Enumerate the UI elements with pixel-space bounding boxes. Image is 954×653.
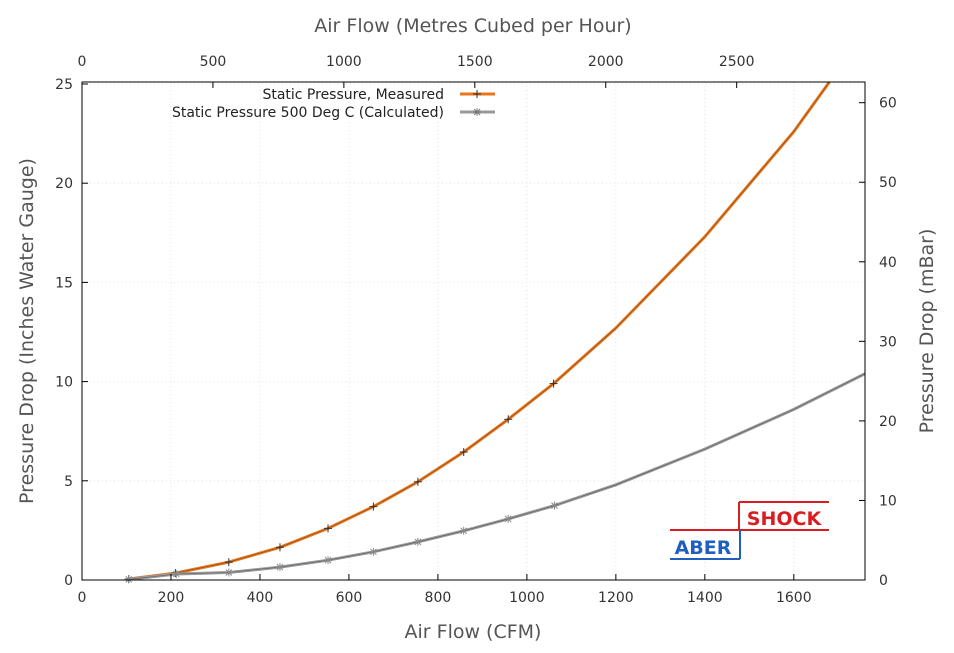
data-point [172, 570, 181, 579]
data-point [369, 502, 378, 511]
y2-tick-label: 10 [879, 493, 897, 509]
point-marker-d2 [125, 576, 133, 583]
x2-tick-label: 2000 [588, 54, 624, 70]
y-tick-label: 15 [55, 275, 73, 291]
x-tick-label: 1200 [598, 590, 634, 606]
point-marker-d2 [225, 569, 233, 576]
data-point [224, 568, 233, 577]
data-point [275, 563, 284, 572]
ticks-layer: 0 200 400 600 800 1000 1200 1400 160005101520250… [55, 54, 897, 606]
x2-tick-label: 0 [78, 54, 87, 70]
x-tick-label: 1400 [687, 590, 723, 606]
x-tick-label: 1000 [509, 590, 545, 606]
y2-tick-label: 50 [879, 175, 897, 191]
x-axis-title: Air Flow (CFM) [405, 621, 542, 643]
legend-label-measured: Static Pressure, Measured [262, 87, 444, 103]
y-tick-label: 0 [64, 573, 73, 589]
y2-tick-label: 0 [879, 573, 888, 589]
x-tick-label: 1600 [776, 590, 812, 606]
plot-frame [81, 81, 866, 581]
data-point [275, 543, 284, 552]
x2-axis-title: Air Flow (Metres Cubed per Hour) [314, 15, 631, 37]
x-tick-label: 400 [247, 590, 274, 606]
y2-tick-label: 60 [879, 96, 897, 112]
point-marker-d2 [324, 556, 332, 564]
point-marker-d2 [172, 570, 180, 578]
data-point [369, 547, 378, 556]
x-tick-label: 600 [336, 590, 363, 606]
point-marker-d2 [370, 548, 377, 556]
point-marker-d2 [460, 527, 468, 535]
data-point [413, 477, 422, 486]
legend-label-calculated: Static Pressure 500 Deg C (Calculated) [172, 105, 444, 121]
aber-shock-logo: SHOCK ABER [670, 501, 829, 560]
y-tick-label: 20 [55, 176, 73, 192]
logo-aber-text: ABER [675, 537, 732, 559]
data-point [324, 556, 333, 565]
y-tick-label: 10 [55, 375, 73, 391]
grid-layer [82, 82, 865, 580]
x-tick-label: 0 [78, 590, 87, 606]
point-marker-d2 [276, 563, 284, 571]
series-center-line-0 [128, 82, 830, 580]
y-tick-label: 5 [64, 474, 73, 490]
y2-axis-title: Pressure Drop (mBar) [916, 229, 938, 434]
data-point [550, 501, 559, 510]
legend-marker-1 [473, 108, 481, 116]
y2-tick-label: 30 [879, 334, 897, 350]
y2-tick-label: 20 [879, 414, 897, 430]
logo-shock-text: SHOCK [747, 508, 823, 530]
x-tick-label: 200 [158, 590, 185, 606]
data-point [504, 415, 513, 424]
series-line-0 [128, 82, 831, 580]
point-marker-d2 [414, 538, 422, 546]
point-marker-d2 [504, 515, 512, 523]
x2-tick-label: 500 [200, 54, 227, 70]
x-tick-label: 800 [425, 590, 452, 606]
y-axis-title: Pressure Drop (Inches Water Gauge) [16, 158, 38, 504]
data-point [459, 526, 468, 535]
data-point [124, 575, 133, 584]
series-line-1 [128, 372, 865, 580]
point-marker-d2 [551, 502, 558, 509]
data-point [459, 448, 468, 457]
series-layer [124, 82, 865, 584]
y-tick-label: 25 [55, 77, 73, 93]
y2-tick-label: 40 [879, 255, 897, 271]
series-center-line-1 [128, 373, 865, 580]
data-point [504, 514, 513, 523]
data-point [224, 558, 233, 567]
x2-tick-label: 1500 [457, 54, 493, 70]
x2-tick-label: 1000 [326, 54, 362, 70]
data-point [324, 524, 333, 533]
data-point [413, 537, 422, 546]
data-point [549, 379, 558, 388]
x2-tick-label: 2500 [719, 54, 755, 70]
legend-marker-d2 [473, 108, 481, 116]
legend-marker-0 [473, 90, 481, 98]
legend: Static Pressure, Measured Static Pressur… [172, 87, 495, 121]
